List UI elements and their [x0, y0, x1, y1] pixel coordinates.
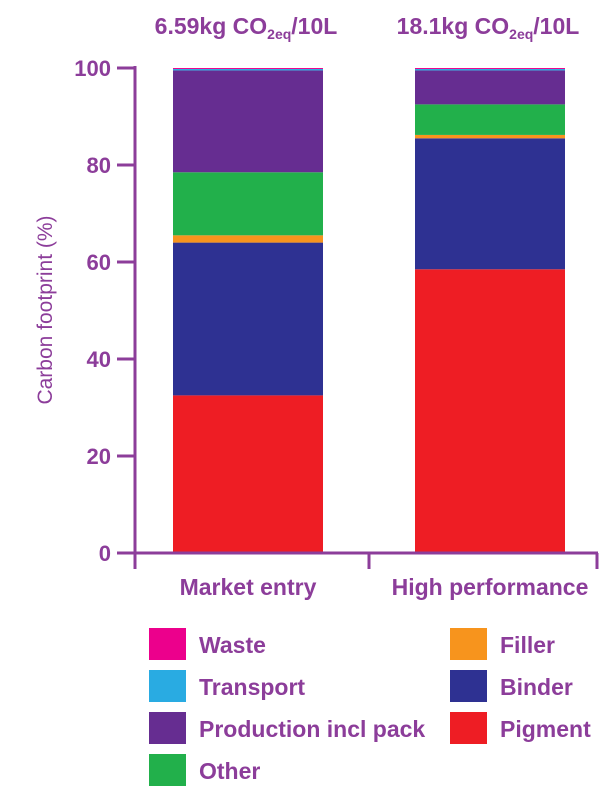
- axes: 0 20 40 60 80 100 Market entry High performance: [74, 56, 599, 600]
- legend-swatch-production-incl-pack: [149, 712, 186, 744]
- bar-market-entry-transport: [173, 68, 323, 71]
- bar-header-1: 6.59kg CO2eq/10L: [155, 13, 338, 42]
- bar-market-entry-waste: [173, 68, 323, 69]
- bar-market-entry-binder: [173, 242, 323, 396]
- bar-market-entry-pigment: [173, 395, 323, 553]
- y-tick-label: 60: [87, 250, 111, 275]
- bar-headers: 6.59kg CO2eq/10L 18.1kg CO2eq/10L: [155, 13, 580, 42]
- legend-label-other: Other: [199, 758, 260, 784]
- legend-label-filler: Filler: [500, 632, 555, 658]
- bar-high-performance-pigment: [415, 269, 565, 553]
- bar-high-performance-binder: [415, 138, 565, 270]
- y-tick-label: 0: [99, 541, 111, 566]
- legend: Waste Transport Production incl pack Other F…: [149, 628, 591, 786]
- legend-label-production-incl-pack: Production incl pack: [199, 716, 425, 742]
- legend-label-waste: Waste: [199, 632, 266, 658]
- bar-high-performance-waste: [415, 68, 565, 69]
- bar-market-entry-production-incl-pack: [173, 70, 323, 173]
- legend-swatch-waste: [149, 628, 186, 660]
- y-axis-label: Carbon footprint (%): [34, 215, 57, 404]
- legend-swatch-pigment: [450, 712, 487, 744]
- legend-label-binder: Binder: [500, 674, 573, 700]
- bar-market-entry-other: [173, 172, 323, 236]
- legend-label-transport: Transport: [199, 674, 305, 700]
- legend-swatch-other: [149, 754, 186, 786]
- y-tick-label: 40: [87, 347, 111, 372]
- bars: [173, 68, 565, 553]
- legend-swatch-binder: [450, 670, 487, 702]
- legend-swatch-filler: [450, 628, 487, 660]
- bar-high-performance-production-incl-pack: [415, 70, 565, 105]
- legend-label-pigment: Pigment: [500, 716, 591, 742]
- y-tick-label: 80: [87, 153, 111, 178]
- x-tick-label-high-performance: High performance: [392, 574, 589, 600]
- bar-header-2: 18.1kg CO2eq/10L: [397, 13, 580, 42]
- bar-market-entry-filler: [173, 235, 323, 243]
- y-tick-label: 100: [74, 56, 111, 81]
- legend-swatch-transport: [149, 670, 186, 702]
- bar-high-performance-filler: [415, 134, 565, 139]
- y-tick-label: 20: [87, 444, 111, 469]
- x-tick-label-market-entry: Market entry: [180, 574, 317, 600]
- bar-high-performance-other: [415, 104, 565, 135]
- bar-high-performance-transport: [415, 68, 565, 71]
